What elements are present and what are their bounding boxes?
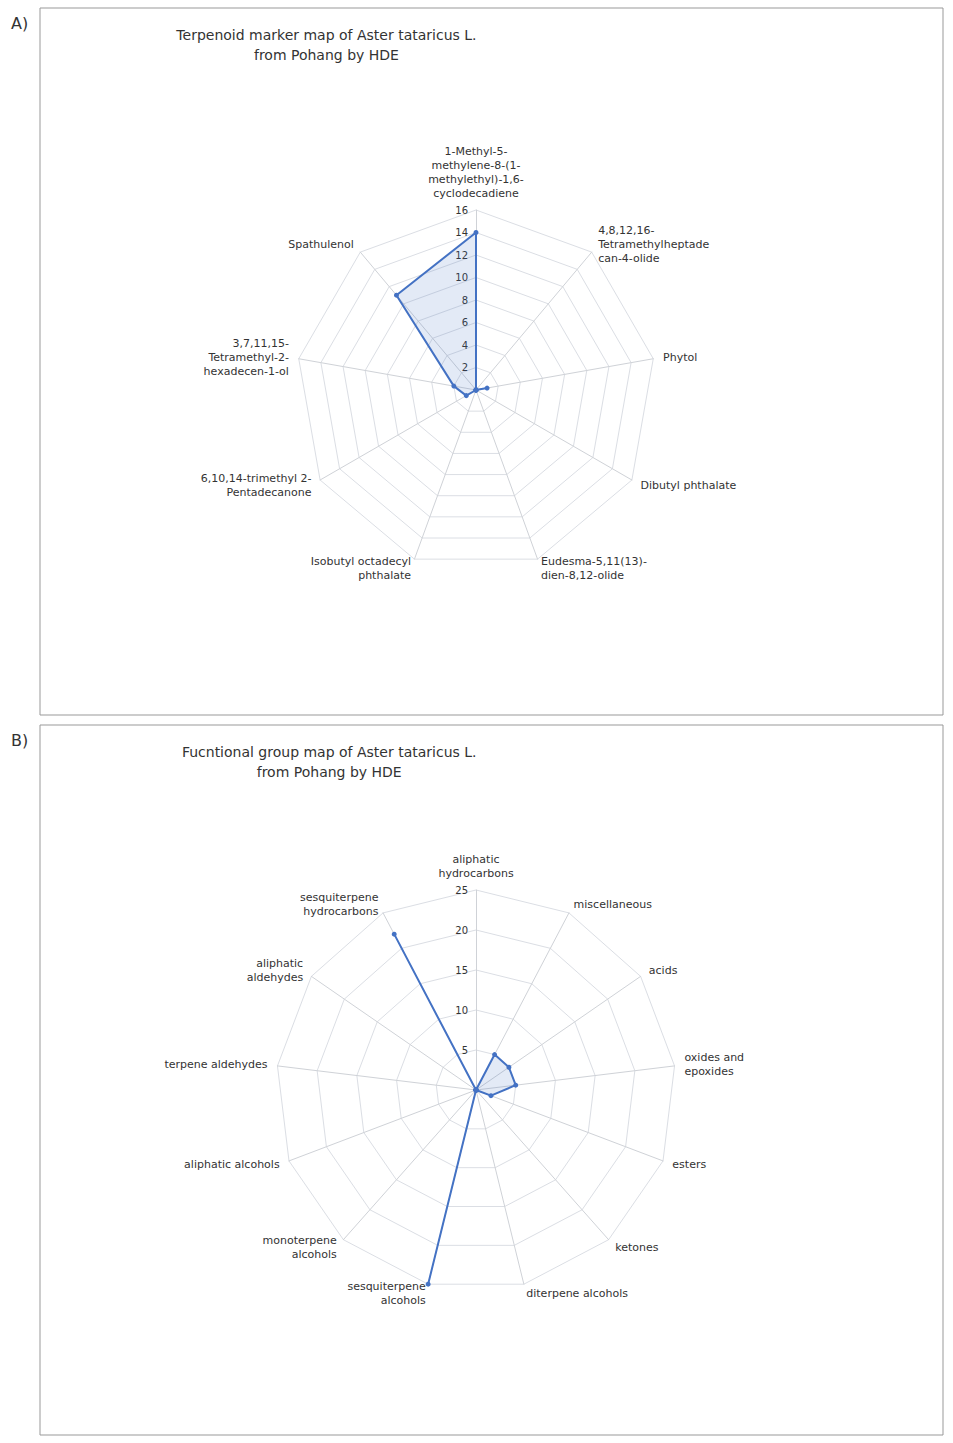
- svg-text:cyclodecadiene: cyclodecadiene: [433, 187, 519, 200]
- svg-text:Tetramethylheptade: Tetramethylheptade: [597, 238, 709, 251]
- svg-text:1-Methyl-5-: 1-Methyl-5-: [444, 145, 507, 158]
- svg-text:15: 15: [455, 965, 468, 976]
- svg-text:14: 14: [455, 227, 468, 238]
- svg-text:sesquiterpene: sesquiterpene: [347, 1280, 426, 1293]
- svg-text:Eudesma-5,11(13)-: Eudesma-5,11(13)-: [541, 555, 647, 568]
- svg-text:miscellaneous: miscellaneous: [574, 898, 653, 911]
- svg-text:phthalate: phthalate: [358, 569, 411, 582]
- svg-text:can-4-olide: can-4-olide: [598, 252, 660, 265]
- svg-text:10: 10: [455, 1005, 468, 1016]
- svg-text:aliphatic alcohols: aliphatic alcohols: [184, 1158, 280, 1171]
- svg-text:hydrocarbons: hydrocarbons: [438, 867, 513, 880]
- svg-text:20: 20: [455, 925, 468, 936]
- svg-text:from Pohang by HDE: from Pohang by HDE: [257, 764, 402, 780]
- svg-text:monoterpene: monoterpene: [262, 1234, 336, 1247]
- svg-text:Phytol: Phytol: [663, 351, 697, 364]
- svg-text:hexadecen-1-ol: hexadecen-1-ol: [204, 365, 289, 378]
- svg-text:aldehydes: aldehydes: [247, 971, 304, 984]
- svg-text:4,8,12,16-: 4,8,12,16-: [598, 224, 654, 237]
- svg-text:alcohols: alcohols: [292, 1248, 337, 1261]
- svg-text:hydrocarbons: hydrocarbons: [303, 905, 378, 918]
- svg-text:Pentadecanone: Pentadecanone: [226, 486, 311, 499]
- svg-text:from Pohang by HDE: from Pohang by HDE: [254, 47, 399, 63]
- svg-text:A): A): [11, 14, 28, 33]
- svg-text:terpene aldehydes: terpene aldehydes: [164, 1058, 267, 1071]
- svg-text:sesquiterpene: sesquiterpene: [300, 891, 379, 904]
- svg-text:aliphatic: aliphatic: [256, 957, 303, 970]
- svg-text:aliphatic: aliphatic: [453, 853, 500, 866]
- svg-text:3,7,11,15-: 3,7,11,15-: [232, 337, 288, 350]
- svg-text:epoxides: epoxides: [684, 1065, 733, 1078]
- svg-text:16: 16: [455, 205, 468, 216]
- svg-text:oxides and: oxides and: [684, 1051, 744, 1064]
- svg-text:Fucntional group map of Aster: Fucntional group map of Aster tataricus …: [182, 744, 477, 760]
- svg-text:ketones: ketones: [615, 1241, 659, 1254]
- svg-text:5: 5: [462, 1045, 468, 1056]
- svg-text:Spathulenol: Spathulenol: [288, 238, 354, 251]
- svg-text:Isobutyl octadecyl: Isobutyl octadecyl: [311, 555, 411, 568]
- svg-text:Terpenoid marker map of Aster: Terpenoid marker map of Aster tataricus …: [175, 27, 476, 43]
- svg-text:methylethyl)-1,6-: methylethyl)-1,6-: [428, 173, 524, 186]
- svg-text:dien-8,12-olide: dien-8,12-olide: [541, 569, 624, 582]
- svg-text:Dibutyl phthalate: Dibutyl phthalate: [641, 479, 737, 492]
- svg-text:25: 25: [455, 885, 468, 896]
- svg-text:esters: esters: [672, 1158, 706, 1171]
- svg-text:Tetramethyl-2-: Tetramethyl-2-: [207, 351, 288, 364]
- svg-text:alcohols: alcohols: [381, 1294, 426, 1307]
- svg-text:6,10,14-trimethyl 2-: 6,10,14-trimethyl 2-: [201, 472, 312, 485]
- svg-text:diterpene alcohols: diterpene alcohols: [526, 1287, 628, 1300]
- svg-text:methylene-8-(1-: methylene-8-(1-: [431, 159, 520, 172]
- svg-text:acids: acids: [649, 964, 678, 977]
- svg-text:B): B): [11, 731, 28, 750]
